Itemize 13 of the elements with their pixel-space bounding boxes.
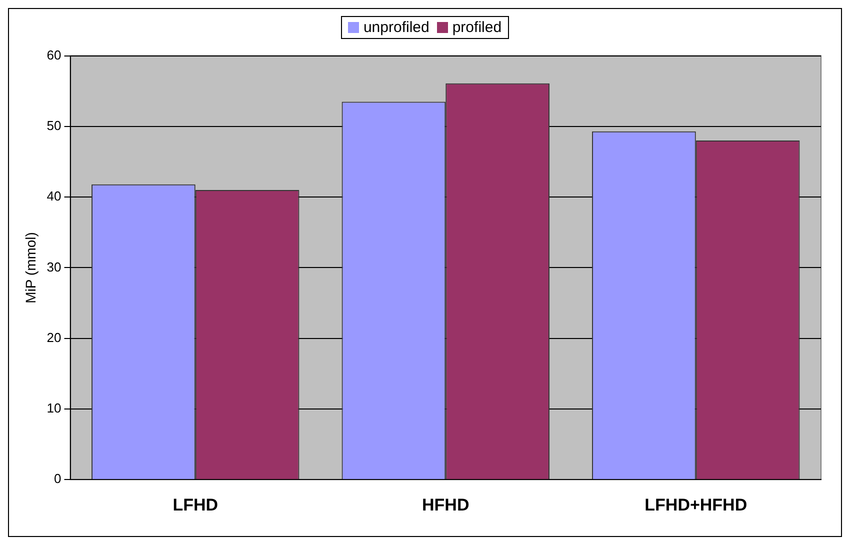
y-tick-label: 0 [54, 471, 62, 486]
y-tick-label: 20 [46, 330, 62, 345]
y-tick-label: 50 [46, 118, 62, 134]
x-tick-label: HFHD [422, 495, 470, 514]
y-tick-label: 30 [46, 259, 62, 274]
legend-label: profiled [452, 18, 502, 36]
x-tick-label: LFHD+HFHD [644, 495, 748, 514]
x-tick-label: LFHD [172, 495, 218, 514]
y-tick-label: 10 [46, 400, 62, 416]
legend-label: unprofiled [363, 18, 430, 36]
y-tick-label: 40 [46, 188, 62, 204]
y-axis-title: MiP (mmol) [22, 232, 38, 304]
y-tick-label: 60 [46, 47, 62, 62]
